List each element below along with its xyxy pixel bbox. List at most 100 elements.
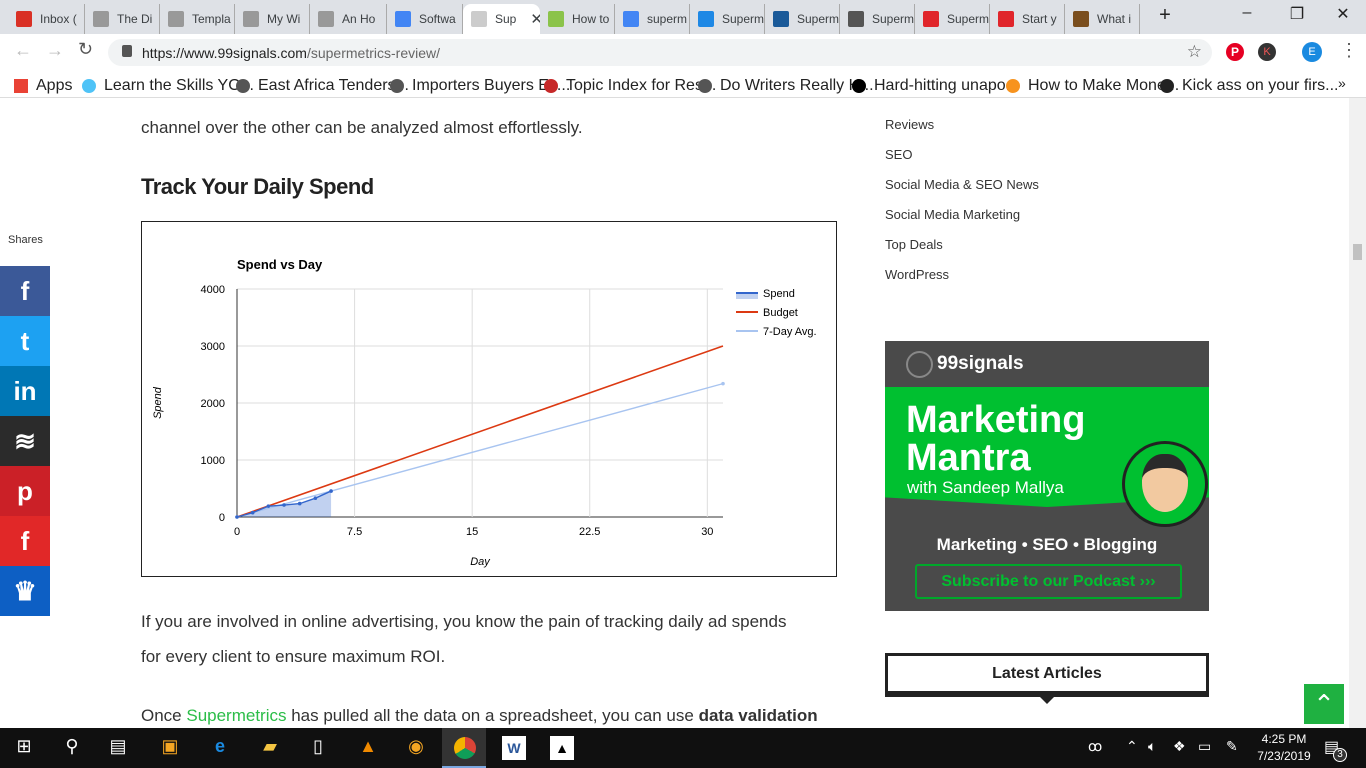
- tab[interactable]: The Di: [85, 4, 160, 34]
- category-link[interactable]: Top Deals: [885, 237, 943, 252]
- maximize-button[interactable]: ❐: [1289, 6, 1305, 23]
- flipboard-share-button[interactable]: f: [0, 516, 50, 566]
- tab[interactable]: What i: [1065, 4, 1140, 34]
- close-tab-icon[interactable]: ✕: [530, 11, 540, 28]
- new-tab-button[interactable]: +: [1159, 4, 1171, 26]
- bookmark-favicon-icon: [390, 79, 404, 93]
- category-link[interactable]: WordPress: [885, 267, 950, 282]
- bookmark-1[interactable]: Learn the Skills YO...: [82, 77, 254, 95]
- favicon-icon: [16, 11, 32, 27]
- star-icon[interactable]: ☆: [1186, 42, 1202, 61]
- edge-icon[interactable]: e: [214, 736, 225, 756]
- subscribe-podcast-button[interactable]: Subscribe to our Podcast ›››: [915, 564, 1182, 599]
- category-link[interactable]: Social Media & SEO News: [885, 177, 1039, 192]
- tab[interactable]: An Ho: [310, 4, 387, 34]
- tab[interactable]: How to: [540, 4, 615, 34]
- tab-title: Superm: [872, 12, 915, 26]
- tab-active[interactable]: Sup ✕: [463, 4, 540, 34]
- bookmark-4[interactable]: Topic Index for Res...: [544, 77, 716, 95]
- vpn-icon[interactable]: ◉: [408, 736, 424, 756]
- host-avatar: [1122, 441, 1208, 527]
- forward-button[interactable]: →: [46, 40, 64, 60]
- chrome-taskbar-button[interactable]: [442, 728, 486, 768]
- bookmark-6[interactable]: Hard-hitting unapo...: [852, 77, 1019, 95]
- battery-icon[interactable]: ▭: [1198, 738, 1212, 754]
- bookmarks-overflow-button[interactable]: »: [1338, 75, 1346, 91]
- pinterest-extension-icon[interactable]: P: [1226, 43, 1244, 61]
- supermetrics-link[interactable]: Supermetrics: [186, 706, 287, 725]
- tab-title: Sup: [495, 12, 517, 26]
- shares-label: Shares: [8, 234, 43, 246]
- people-icon[interactable]: ꝏ: [1088, 738, 1103, 754]
- facebook-share-button[interactable]: f: [0, 266, 50, 316]
- tab[interactable]: Superm: [765, 4, 840, 34]
- favicon-icon: [848, 11, 864, 27]
- windows-start-icon[interactable]: ⊞: [16, 736, 32, 756]
- category-link[interactable]: SEO: [885, 147, 913, 162]
- bookmark-0[interactable]: Apps: [14, 77, 72, 95]
- minimize-button[interactable]: –: [1242, 4, 1252, 21]
- y-tick-label: 2000: [201, 398, 225, 410]
- scroll-to-top-button[interactable]: ⌃: [1304, 684, 1344, 724]
- y-axis-label: Spend: [152, 386, 164, 419]
- notepad-icon[interactable]: ▯: [313, 736, 323, 756]
- tab[interactable]: Start y: [990, 4, 1065, 34]
- file-explorer-icon[interactable]: ▰: [263, 736, 277, 756]
- data-point: [297, 501, 302, 506]
- tab[interactable]: superm: [615, 4, 690, 34]
- bookmark-7[interactable]: How to Make Mone...: [1006, 77, 1179, 95]
- task-view-icon[interactable]: ▤: [109, 736, 127, 756]
- podcast-ad[interactable]: 99signals Marketing Mantra with Sandeep M…: [885, 341, 1209, 611]
- vlc-icon[interactable]: ▲: [359, 736, 377, 756]
- scrollbar-thumb[interactable]: [1353, 244, 1362, 260]
- bookmark-5[interactable]: Do Writers Really H...: [698, 77, 874, 95]
- favicon-icon: [318, 11, 334, 27]
- back-button[interactable]: ←: [14, 40, 32, 60]
- date: 7/23/2019: [1257, 749, 1311, 763]
- word-icon[interactable]: W: [502, 736, 526, 760]
- volume-icon[interactable]: 🔈︎: [1148, 738, 1157, 754]
- buffer-share-button[interactable]: ≋: [0, 416, 50, 466]
- pinterest-share-button[interactable]: p: [0, 466, 50, 516]
- tab[interactable]: Superm: [690, 4, 765, 34]
- address-bar[interactable]: https://www.99signals.com/supermetrics-r…: [108, 39, 1212, 66]
- linkedin-share-button[interactable]: in: [0, 366, 50, 416]
- bookmark-3[interactable]: Importers Buyers Ex...: [390, 77, 570, 95]
- pen-icon[interactable]: ✎: [1226, 738, 1238, 754]
- extension-icon[interactable]: K: [1258, 43, 1276, 61]
- menu-icon[interactable]: ⋮: [1340, 40, 1358, 60]
- tab[interactable]: Softwa: [387, 4, 463, 34]
- store-icon[interactable]: ▣: [161, 736, 179, 756]
- search-icon[interactable]: ⚲: [65, 736, 79, 756]
- tab[interactable]: My Wi: [235, 4, 310, 34]
- category-link[interactable]: Reviews: [885, 117, 935, 132]
- page-content: channel over the other can be analyzed a…: [0, 98, 1349, 728]
- tab[interactable]: Superm: [915, 4, 990, 34]
- scrollbar[interactable]: [1349, 98, 1366, 728]
- profile-avatar[interactable]: E: [1302, 42, 1322, 62]
- clock[interactable]: 4:25 PM 7/23/2019: [1252, 731, 1316, 765]
- bookmark-favicon-icon: [852, 79, 866, 93]
- bookmark-favicon-icon: [236, 79, 250, 93]
- pinterest-icon: p: [17, 475, 33, 506]
- article-text: channel over the other can be analyzed a…: [141, 118, 583, 137]
- twitter-share-button[interactable]: t: [0, 316, 50, 366]
- sumo-icon: ♛: [13, 575, 37, 606]
- favicon-icon: [998, 11, 1014, 27]
- bookmarks-bar: [0, 70, 1366, 98]
- bookmark-2[interactable]: East Africa Tenders...: [236, 77, 409, 95]
- reload-button[interactable]: ↻: [78, 39, 94, 59]
- category-link[interactable]: Social Media Marketing: [885, 207, 1021, 222]
- dropbox-icon[interactable]: ❖: [1173, 738, 1186, 754]
- show-hidden-icons[interactable]: ⌃: [1126, 738, 1138, 754]
- x-axis-label: Day: [470, 556, 491, 568]
- data-point: [329, 489, 333, 493]
- tab[interactable]: Templa: [160, 4, 235, 34]
- latest-articles-title: Latest Articles: [888, 656, 1206, 691]
- tab[interactable]: Superm: [840, 4, 915, 34]
- tab[interactable]: Inbox (: [8, 4, 85, 34]
- sumo-share-button[interactable]: ♛: [0, 566, 50, 616]
- photos-icon[interactable]: ▲: [550, 736, 574, 760]
- bookmark-8[interactable]: Kick ass on your firs...: [1160, 77, 1339, 95]
- close-window-button[interactable]: ✕: [1336, 6, 1350, 23]
